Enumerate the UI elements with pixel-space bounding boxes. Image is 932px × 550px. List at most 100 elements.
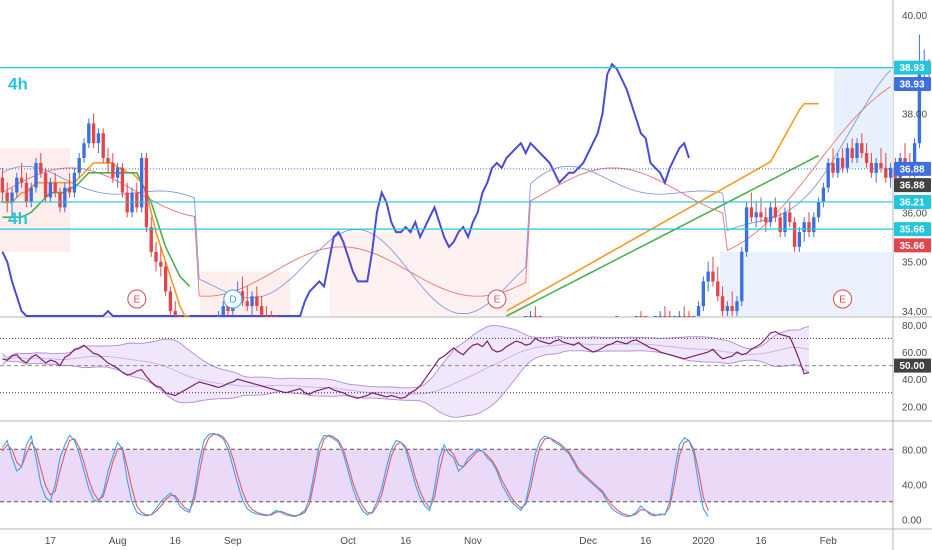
candle-down: [864, 153, 869, 163]
candle-down: [850, 148, 854, 158]
candle-down: [663, 316, 667, 317]
price-badge-label: 36.88: [899, 164, 924, 175]
event-marker-e[interactable]: [487, 289, 507, 309]
price-badge-label: 35.66: [899, 225, 924, 236]
candle-up: [82, 143, 86, 158]
stoch-d-line: [1, 433, 709, 517]
candle-down: [879, 162, 883, 168]
candle-up: [797, 232, 802, 247]
candle-down: [154, 251, 158, 262]
rsi-tick-label: 80.00: [902, 321, 927, 332]
stochastic-pane: 80.00 40.00 0.00: [0, 432, 927, 526]
candle-down: [716, 281, 720, 297]
candle-up: [216, 316, 221, 317]
candle-up: [888, 167, 893, 178]
candle-down: [869, 162, 874, 173]
candle-down: [269, 316, 273, 317]
candle-down: [111, 162, 115, 178]
horizontal-levels[interactable]: [0, 67, 893, 230]
candle-down: [860, 143, 864, 154]
rsi-pane: 80.00 60.00 40.00 20.00 50.00: [0, 321, 931, 418]
candle-up: [72, 172, 77, 193]
candle-down: [168, 291, 173, 312]
time-tick-label: Feb: [820, 536, 838, 547]
price-badge[interactable]: [894, 161, 931, 176]
candle-up: [96, 133, 101, 144]
rsi-line: [2, 330, 810, 399]
rsi-badge-label: 50.00: [899, 361, 924, 372]
candle-up: [917, 69, 922, 144]
candle-down: [639, 316, 643, 317]
candle-up: [701, 281, 706, 307]
event-marker-e[interactable]: [127, 289, 147, 309]
tenkan-line: [506, 102, 819, 312]
time-tick-label: Oct: [340, 536, 356, 547]
price-badge[interactable]: [894, 238, 931, 253]
candle-up: [221, 306, 225, 316]
candle-down: [840, 158, 845, 168]
candle-up: [696, 306, 701, 316]
kijun-line: [506, 154, 819, 317]
price-badge-label: 38.93: [899, 79, 924, 90]
price-badge[interactable]: [894, 60, 931, 75]
price-badge[interactable]: [894, 178, 931, 193]
candle-down: [730, 306, 734, 312]
price-tick-label: 35.00: [902, 258, 927, 269]
rsi-band-mid: [2, 343, 810, 395]
candle-down: [259, 306, 264, 316]
candle-down: [884, 167, 888, 178]
candle-down: [163, 266, 168, 292]
event-marker-d[interactable]: [223, 289, 243, 309]
candle-down: [53, 182, 57, 193]
lagging-span-line: [1, 62, 690, 317]
candle-down: [682, 316, 686, 317]
stoch-band: [0, 449, 893, 502]
candle-down: [245, 301, 249, 307]
candle-down: [668, 316, 672, 317]
candle-down: [749, 207, 754, 218]
candlesticks: [0, 34, 931, 317]
event-marker-label: E: [494, 295, 501, 306]
candle-down: [807, 222, 811, 233]
rsi-badge[interactable]: [894, 358, 931, 373]
cloud-region: [720, 251, 893, 316]
candle-down: [687, 316, 691, 317]
candle-up: [725, 306, 730, 312]
candle-up: [48, 182, 53, 198]
candle-up: [912, 143, 917, 173]
candle-down: [19, 177, 24, 183]
candle-down: [144, 158, 149, 228]
candle-up: [826, 162, 830, 188]
candle-down: [274, 316, 278, 317]
candle-up: [692, 316, 696, 317]
candle-up: [87, 123, 91, 144]
candle-up: [250, 296, 254, 307]
time-axis[interactable]: 17 Aug 16 Sep Oct 16 Nov Dec 16 2020 16 Feb: [45, 536, 837, 547]
rsi-tick-label: 40.00: [902, 375, 927, 386]
price-axis[interactable]: 40.00 38.00 36.00 35.00 34.00 38.93 38.93 36.88…: [894, 11, 931, 318]
rsi-band-fill: [2, 325, 809, 418]
candle-up: [812, 217, 816, 233]
price-badge[interactable]: [894, 76, 931, 91]
candle-down: [533, 316, 538, 317]
time-tick-label: 16: [640, 536, 652, 547]
candle-up: [634, 316, 638, 317]
event-marker-e[interactable]: [833, 289, 853, 309]
candle-up: [816, 202, 821, 218]
stoch-tick-label: 0.00: [902, 515, 922, 526]
price-tick-label: 34.00: [902, 307, 927, 318]
candle-down: [773, 207, 778, 218]
candle-up: [706, 271, 710, 282]
rsi-band-upper: [2, 325, 810, 389]
candle-up: [845, 148, 850, 168]
time-tick-label: Dec: [579, 536, 597, 547]
timeframe-label: 4h: [8, 209, 28, 228]
timeframe-labels: 4h 4h: [8, 75, 28, 228]
candle-up: [855, 143, 859, 158]
stoch-tick-label: 40.00: [902, 480, 927, 491]
price-badge[interactable]: [894, 222, 931, 237]
price-badge[interactable]: [894, 194, 931, 209]
time-tick-label: Sep: [224, 536, 242, 547]
